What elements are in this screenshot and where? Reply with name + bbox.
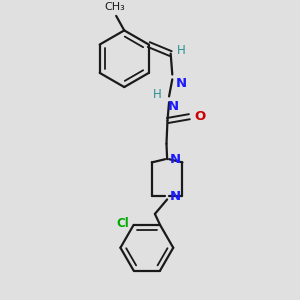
- Text: N: N: [170, 153, 181, 166]
- Text: CH₃: CH₃: [104, 2, 125, 12]
- Text: H: H: [176, 44, 185, 57]
- Text: O: O: [194, 110, 206, 123]
- Text: N: N: [170, 190, 181, 203]
- Text: N: N: [167, 100, 178, 112]
- Text: N: N: [176, 77, 187, 90]
- Text: H: H: [153, 88, 162, 101]
- Text: Cl: Cl: [116, 217, 129, 230]
